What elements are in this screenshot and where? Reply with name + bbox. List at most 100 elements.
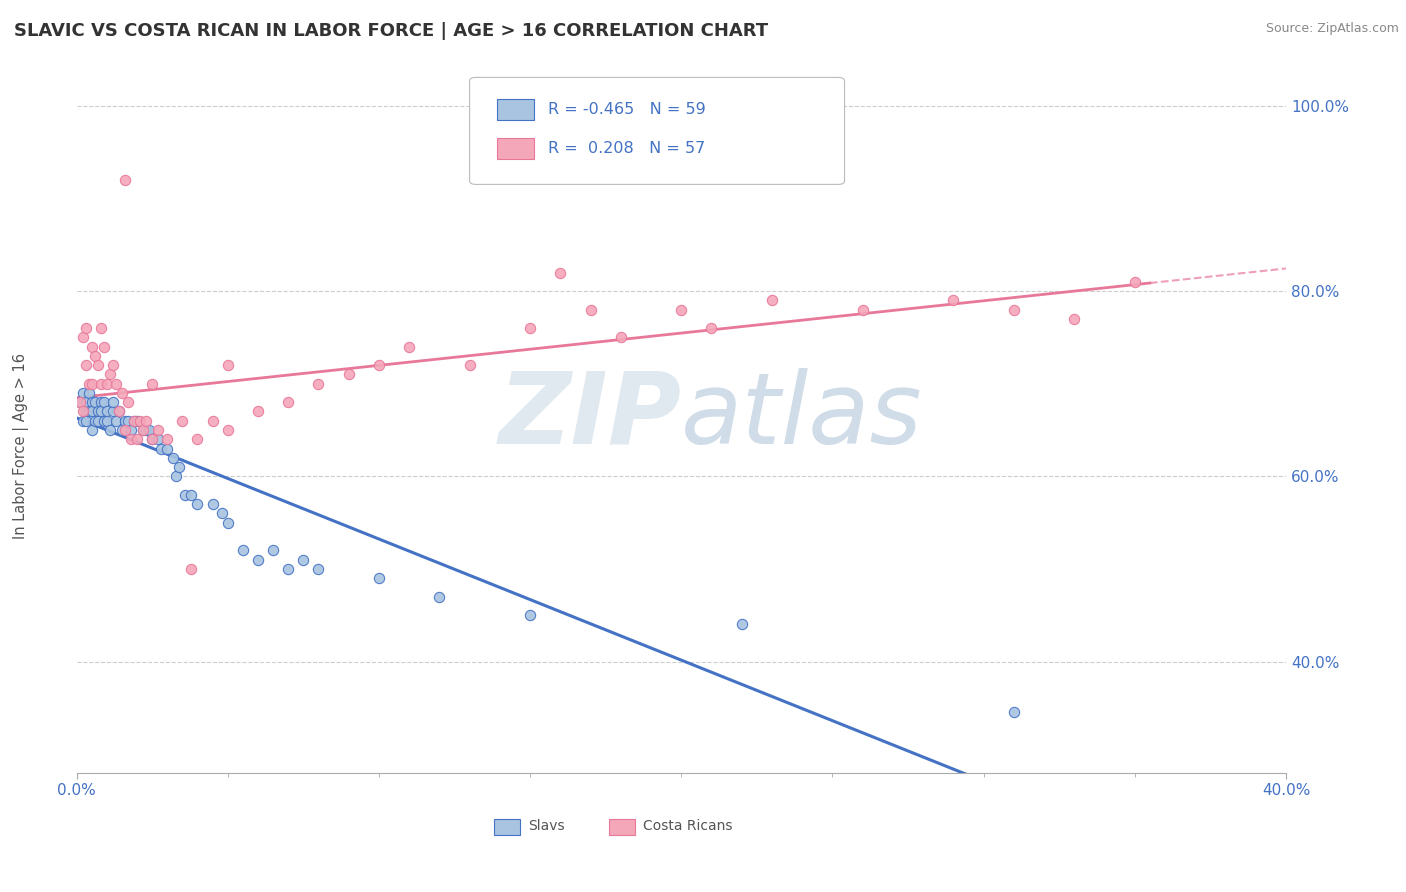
Point [80, 376, 103, 391]
Point [96, 404, 118, 418]
Point [90, 321, 112, 335]
Point [129, 414, 152, 428]
Point [75, 404, 97, 418]
Point [104, 376, 127, 391]
Point [104, 414, 127, 428]
Point [101, 395, 124, 409]
Point [87, 414, 110, 428]
Point [138, 423, 160, 437]
Point [114, 423, 136, 437]
Point [217, 358, 239, 372]
Point [211, 507, 233, 521]
Text: Slavs: Slavs [527, 819, 564, 833]
Bar [609, 819, 636, 835]
Point [125, 432, 148, 446]
Point [610, 330, 633, 344]
Point [114, 414, 136, 428]
Point [101, 404, 124, 418]
Point [90, 376, 112, 391]
Point [117, 395, 139, 409]
Point [132, 423, 155, 437]
Point [98, 368, 121, 382]
Point [731, 617, 754, 632]
Point [135, 414, 157, 428]
Point [93, 340, 115, 354]
Point [108, 404, 131, 418]
Point [135, 423, 157, 437]
Point [87, 358, 110, 372]
Point [277, 562, 299, 576]
Point [180, 562, 202, 576]
Bar [494, 819, 520, 835]
Point [172, 414, 194, 428]
Point [80, 340, 103, 354]
Point [120, 432, 142, 446]
Point [201, 414, 224, 428]
Point [337, 368, 360, 382]
Text: R = -0.465   N = 59: R = -0.465 N = 59 [548, 102, 706, 117]
Point [101, 358, 124, 372]
Point [96, 414, 118, 428]
Point [125, 414, 148, 428]
Point [169, 460, 191, 475]
Point [98, 423, 121, 437]
Point [174, 488, 197, 502]
Point [75, 321, 97, 335]
Point [1002, 706, 1025, 720]
Text: R =  0.208   N = 57: R = 0.208 N = 57 [548, 141, 706, 156]
Point [111, 423, 134, 437]
Point [217, 516, 239, 530]
Text: Costa Ricans: Costa Ricans [643, 819, 733, 833]
Text: SLAVIC VS COSTA RICAN IN LABOR FORCE | AGE > 16 CORRELATION CHART: SLAVIC VS COSTA RICAN IN LABOR FORCE | A… [14, 22, 768, 40]
Point [942, 293, 965, 308]
Point [87, 404, 110, 418]
Point [550, 266, 572, 280]
Text: Source: ZipAtlas.com: Source: ZipAtlas.com [1265, 22, 1399, 36]
Point [90, 395, 112, 409]
Point [277, 395, 299, 409]
Point [69, 395, 91, 409]
Text: In Labor Force | Age > 16: In Labor Force | Age > 16 [13, 353, 30, 539]
Point [122, 414, 145, 428]
Point [69, 395, 91, 409]
Point [246, 552, 269, 566]
Point [132, 423, 155, 437]
Point [114, 173, 136, 187]
Point [246, 404, 269, 418]
Bar [498, 138, 534, 160]
Point [201, 497, 224, 511]
Point [75, 395, 97, 409]
Point [579, 302, 602, 317]
Point [232, 543, 254, 558]
Point [77, 404, 100, 418]
Point [307, 376, 329, 391]
Point [367, 358, 389, 372]
Point [80, 395, 103, 409]
Point [156, 432, 179, 446]
Point [671, 302, 693, 317]
Point [519, 608, 541, 623]
Point [162, 450, 184, 465]
Point [186, 497, 208, 511]
Point [93, 395, 115, 409]
Point [83, 414, 105, 428]
Point [429, 590, 451, 604]
Point [108, 404, 131, 418]
Point [83, 349, 105, 363]
Point [519, 321, 541, 335]
Point [77, 386, 100, 401]
Point [292, 552, 315, 566]
Point [307, 562, 329, 576]
Text: ZIP: ZIP [498, 368, 682, 465]
Point [150, 442, 173, 456]
Text: atlas: atlas [682, 368, 922, 465]
Point [96, 376, 118, 391]
Point [83, 395, 105, 409]
Point [700, 321, 723, 335]
Point [72, 330, 94, 344]
Point [367, 571, 389, 585]
Point [186, 432, 208, 446]
Point [141, 432, 163, 446]
Point [141, 432, 163, 446]
Point [93, 414, 115, 428]
